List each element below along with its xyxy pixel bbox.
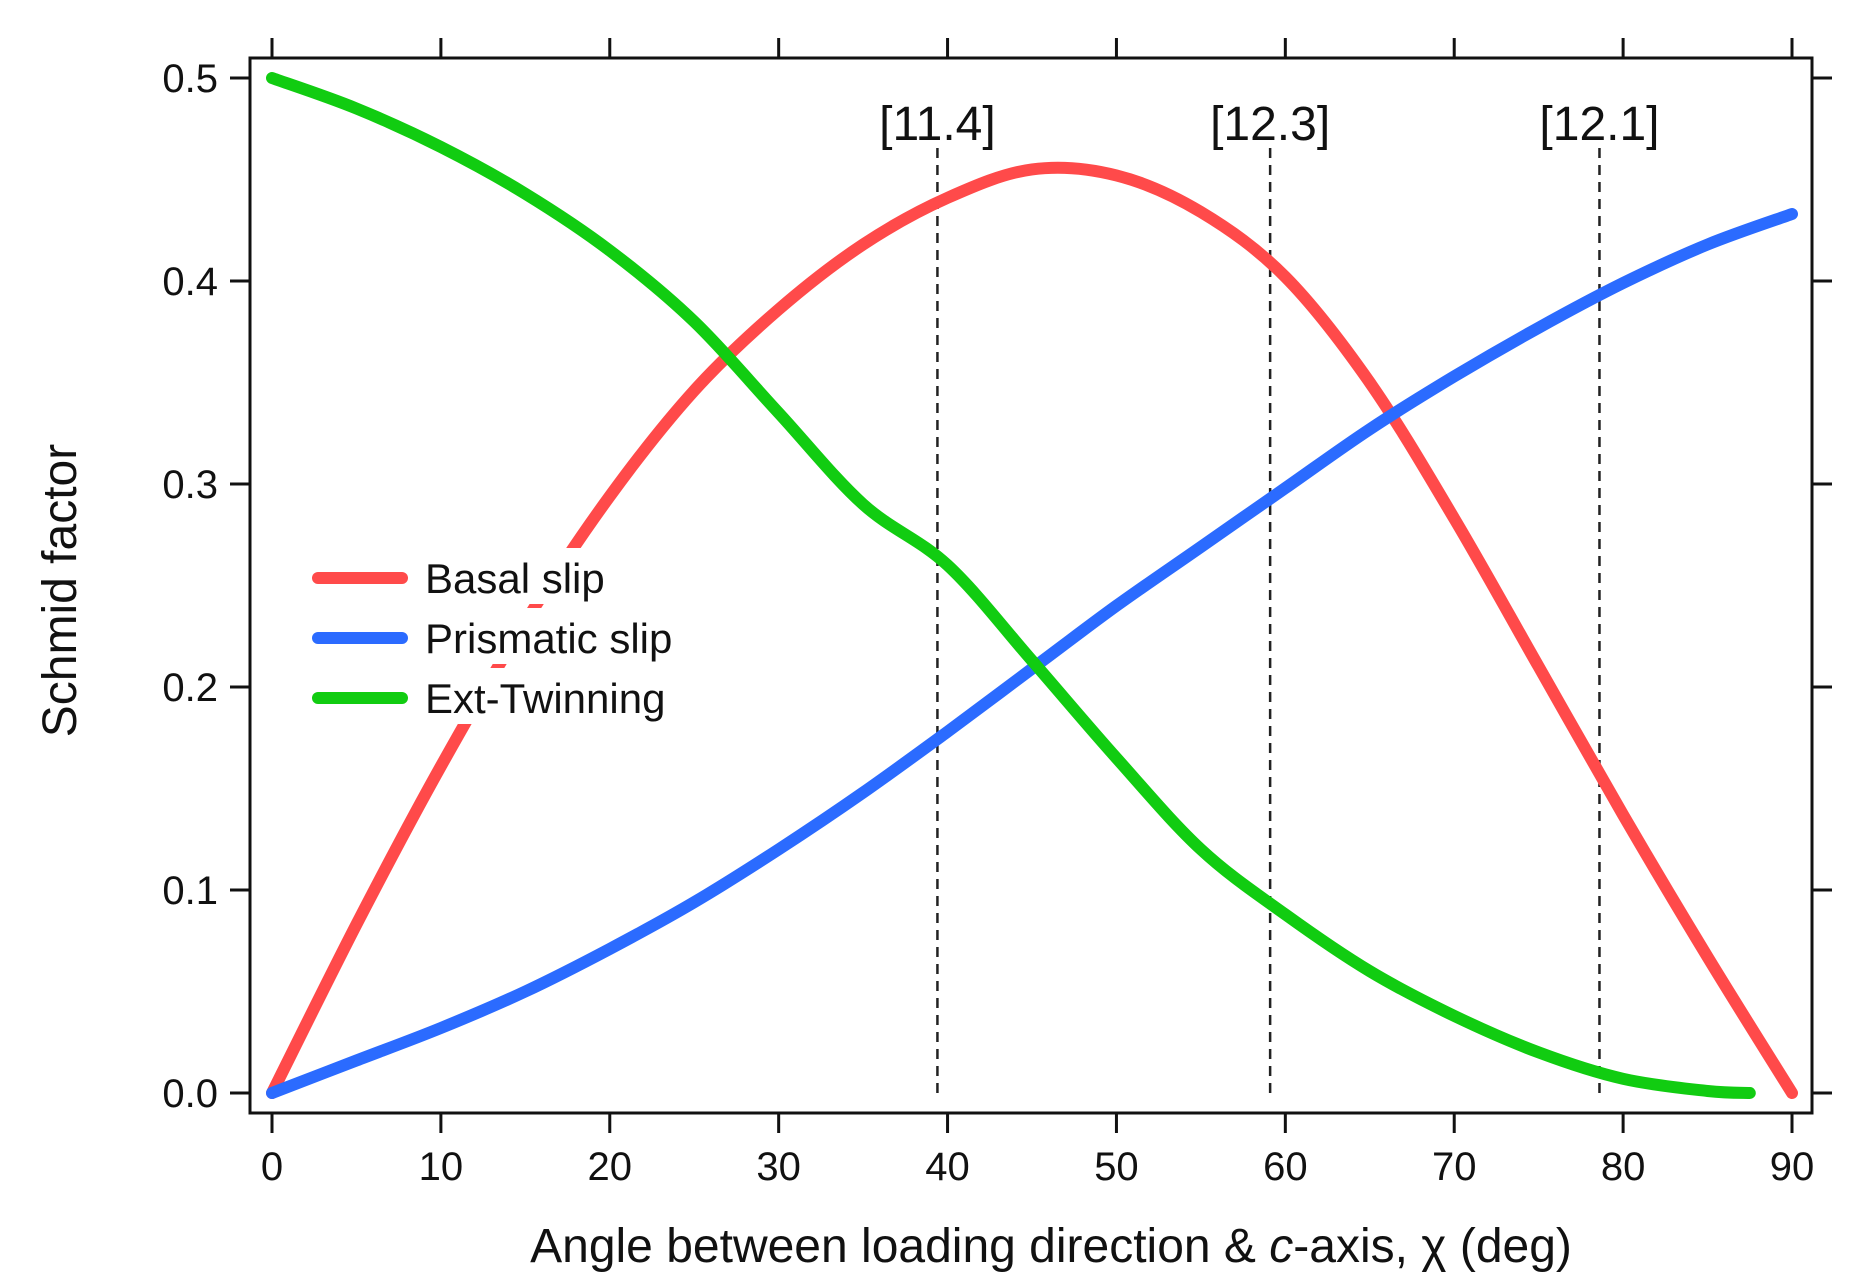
y-tick-label: 0.1 — [162, 869, 218, 913]
x-tick-label: 80 — [1601, 1145, 1646, 1189]
x-axis-label-part-3: -axis, χ (deg) — [1293, 1220, 1572, 1273]
y-tick-label: 0.2 — [162, 666, 218, 710]
x-axis-label-part-1: Angle between loading direction & — [530, 1220, 1269, 1273]
annotation-layer: [11.4] [12.3] [12.1] — [879, 98, 1660, 1093]
x-tick-label: 90 — [1770, 1145, 1815, 1189]
x-tick-label: 10 — [419, 1145, 464, 1189]
x-axis-label-part-2: c — [1269, 1220, 1293, 1273]
legend-label: Prismatic slip — [425, 615, 672, 662]
legend-label: Ext-Twinning — [425, 675, 665, 722]
y-tick-label: 0.5 — [162, 57, 218, 101]
annotation-label: [12.1] — [1539, 98, 1659, 151]
annotation-label: [12.3] — [1210, 98, 1330, 151]
series-line-2 — [266, 72, 1756, 1099]
annotation-label: [11.4] — [879, 98, 996, 151]
y-tick-label: 0.4 — [162, 260, 218, 304]
x-tick-label: 50 — [1094, 1145, 1139, 1189]
plot-frame — [248, 56, 1814, 1115]
y-axis-label: Schmid factor — [34, 444, 87, 737]
tick-layer: 0 10 20 30 40 50 60 70 80 90 0.0 0.1 0.2 0.3 0.4 0.5 — [162, 38, 1832, 1189]
x-tick-label: 40 — [925, 1145, 970, 1189]
x-tick-label: 30 — [756, 1145, 801, 1189]
x-tick-label: 0 — [261, 1145, 283, 1189]
x-axis-label: Angle between loading direction & c-axis… — [530, 1220, 1572, 1273]
legend: Basal slip Prismatic slip Ext-Twinning — [310, 548, 750, 724]
y-tick-label: 0.0 — [162, 1072, 218, 1116]
legend-label: Basal slip — [425, 555, 605, 602]
x-tick-label: 20 — [588, 1145, 633, 1189]
y-tick-label: 0.3 — [162, 463, 218, 507]
x-tick-label: 60 — [1263, 1145, 1308, 1189]
x-tick-label: 70 — [1432, 1145, 1477, 1189]
